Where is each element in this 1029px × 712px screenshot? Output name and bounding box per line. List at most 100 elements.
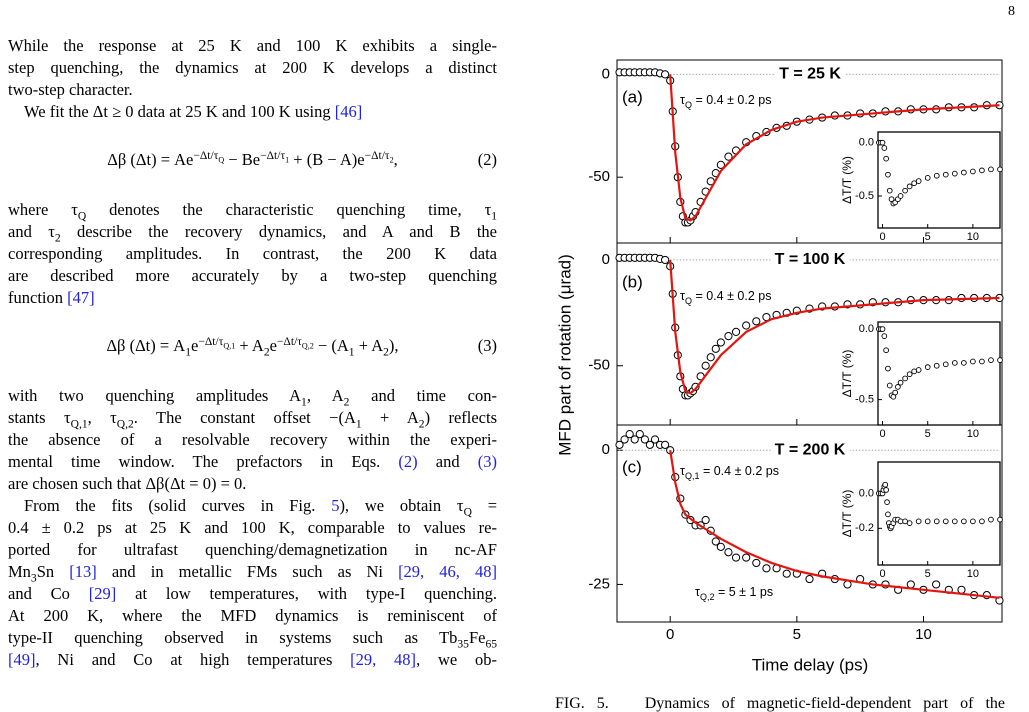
text-run: Mn: [8, 562, 31, 581]
panel-label: (a): [622, 87, 643, 106]
inset-data-point: [885, 511, 891, 518]
y-tick-label: -50: [588, 357, 610, 374]
text-run: [46]: [334, 102, 363, 121]
reference[interactable]: (2): [398, 452, 417, 471]
text-line: and τ2 describe the recovery dynamics, a…: [8, 221, 497, 245]
data-point: [724, 548, 733, 557]
reference[interactable]: [29, 48]: [350, 650, 416, 669]
inset-data-point: [886, 382, 893, 389]
page-number: 8: [1008, 4, 1015, 19]
subscript: Q: [685, 296, 692, 306]
text-run: ),: [388, 336, 399, 355]
annotation: τQ,2 = 5 ± 1 ps: [695, 585, 773, 602]
subscript: 2: [390, 155, 394, 164]
label-background: [770, 251, 850, 269]
text-run: type-II quenching observed in systems su…: [8, 628, 458, 647]
text-run: Q,2: [116, 418, 134, 431]
data-point: [752, 317, 761, 326]
text-run: [47]: [67, 288, 95, 307]
text-run: Q,2: [700, 592, 715, 602]
subscript: 1: [491, 210, 497, 223]
text-line: type-II quenching observed in systems su…: [8, 627, 497, 651]
text-run: the absence of a resolvable recovery wit…: [8, 430, 497, 449]
subscript: Q: [218, 155, 224, 164]
text-run: [13]: [69, 562, 97, 581]
text-line: the absence of a resolvable recovery wit…: [8, 429, 497, 451]
x-axis-label: Time delay (ps): [752, 655, 869, 674]
text-run: 2: [389, 154, 394, 164]
text-run: [29]: [88, 584, 117, 603]
subscript: Q,1: [223, 341, 235, 350]
data-point: [752, 558, 761, 568]
text-run: + A: [235, 336, 264, 355]
subscript: 2: [383, 346, 389, 359]
inset-data-point: [988, 516, 994, 523]
text-run: 2: [263, 346, 270, 359]
data-point: [661, 255, 670, 265]
text-run: 1: [185, 346, 192, 359]
data-point: [724, 152, 733, 161]
data-point: [711, 344, 720, 353]
inset-data-point: [979, 518, 985, 525]
inset-data-point: [970, 358, 976, 365]
text-line: and Co [29] at low temperatures, with ty…: [8, 583, 497, 605]
data-point: [650, 435, 660, 444]
text-run: + A: [361, 408, 419, 427]
inset-data-point: [902, 187, 908, 194]
text-run: ) reflects: [424, 408, 498, 427]
reference[interactable]: [29, 46, 48]: [398, 562, 497, 581]
data-point: [716, 160, 725, 169]
text-run: [49]: [8, 650, 36, 669]
equation-body: Δβ (Δt) = A1e−Δt/τQ,1 + A2e−Δt/τQ,2 − (A…: [106, 335, 399, 359]
text-run: − (A: [313, 336, 349, 355]
data-point: [716, 338, 725, 347]
reference[interactable]: 5: [331, 496, 339, 515]
reference[interactable]: [49]: [8, 650, 36, 669]
inset-data-point: [933, 362, 940, 369]
subscript: 65: [485, 638, 497, 651]
inset-data-point: [902, 375, 908, 382]
subscript: 2: [419, 418, 425, 431]
reference[interactable]: (3): [478, 452, 497, 471]
data-point: [932, 580, 941, 589]
text-run: are described more accurately by a two-s…: [8, 266, 497, 285]
text-run: . The constant offset −(A: [133, 408, 356, 427]
temperature-label: T = 25 K: [779, 66, 841, 83]
equation-number: (3): [477, 336, 497, 355]
text-run: e: [191, 336, 199, 355]
text-line: function [47]: [8, 287, 497, 309]
reference[interactable]: [47]: [67, 288, 95, 307]
subscript: 1: [348, 346, 355, 359]
inset-data-point: [884, 499, 890, 506]
reference[interactable]: [13]: [69, 562, 97, 581]
text-run: (2): [398, 452, 418, 471]
inset-y-tick-label: 0.0: [859, 137, 874, 149]
inset-data-point: [961, 518, 967, 525]
equation: Δβ (Δt) = Ae−Δt/τQ − Be−Δt/τ1 + (B − A)e…: [8, 146, 497, 174]
text-run: = 5 ± 1 ps: [714, 585, 773, 599]
text-run: =: [471, 496, 498, 515]
figure-caption: FIG. 5. Dynamics of magnetic-field-depen…: [555, 695, 1005, 712]
inset-y-tick-label: 0.0: [859, 487, 874, 499]
text-line: Mn3Sn [13] and in metallic FMs such as N…: [8, 561, 497, 584]
data-point: [625, 430, 634, 439]
text-run: −Δt/τ: [198, 335, 224, 348]
subscript: Q,1: [685, 471, 700, 481]
inset-y-tick-label: -0.5: [855, 190, 874, 202]
text-run: [29, 48]: [350, 650, 417, 669]
text-run: We fit the Δt ≥ 0 data at 25 K and 100 K…: [24, 102, 335, 121]
reference[interactable]: [46]: [335, 102, 363, 121]
text-line: two-step character.: [8, 79, 497, 101]
inset-data-point: [881, 145, 888, 151]
subscript: 1: [356, 418, 362, 431]
text-run: 2: [54, 232, 61, 245]
text-run: 1: [348, 346, 355, 359]
inset-data-point: [942, 171, 949, 178]
text-run: ported for ultrafast quenching/demagneti…: [8, 540, 497, 559]
inset-y-axis-label: ΔT/T (%): [840, 490, 854, 538]
text-run: = 0.4 ± 0.2 ps: [699, 464, 778, 478]
reference[interactable]: [29]: [89, 584, 117, 603]
inset-data-point: [979, 167, 985, 174]
equation-body: Δβ (Δt) = Ae−Δt/τQ − Be−Δt/τ1 + (B − A)e…: [107, 150, 398, 169]
